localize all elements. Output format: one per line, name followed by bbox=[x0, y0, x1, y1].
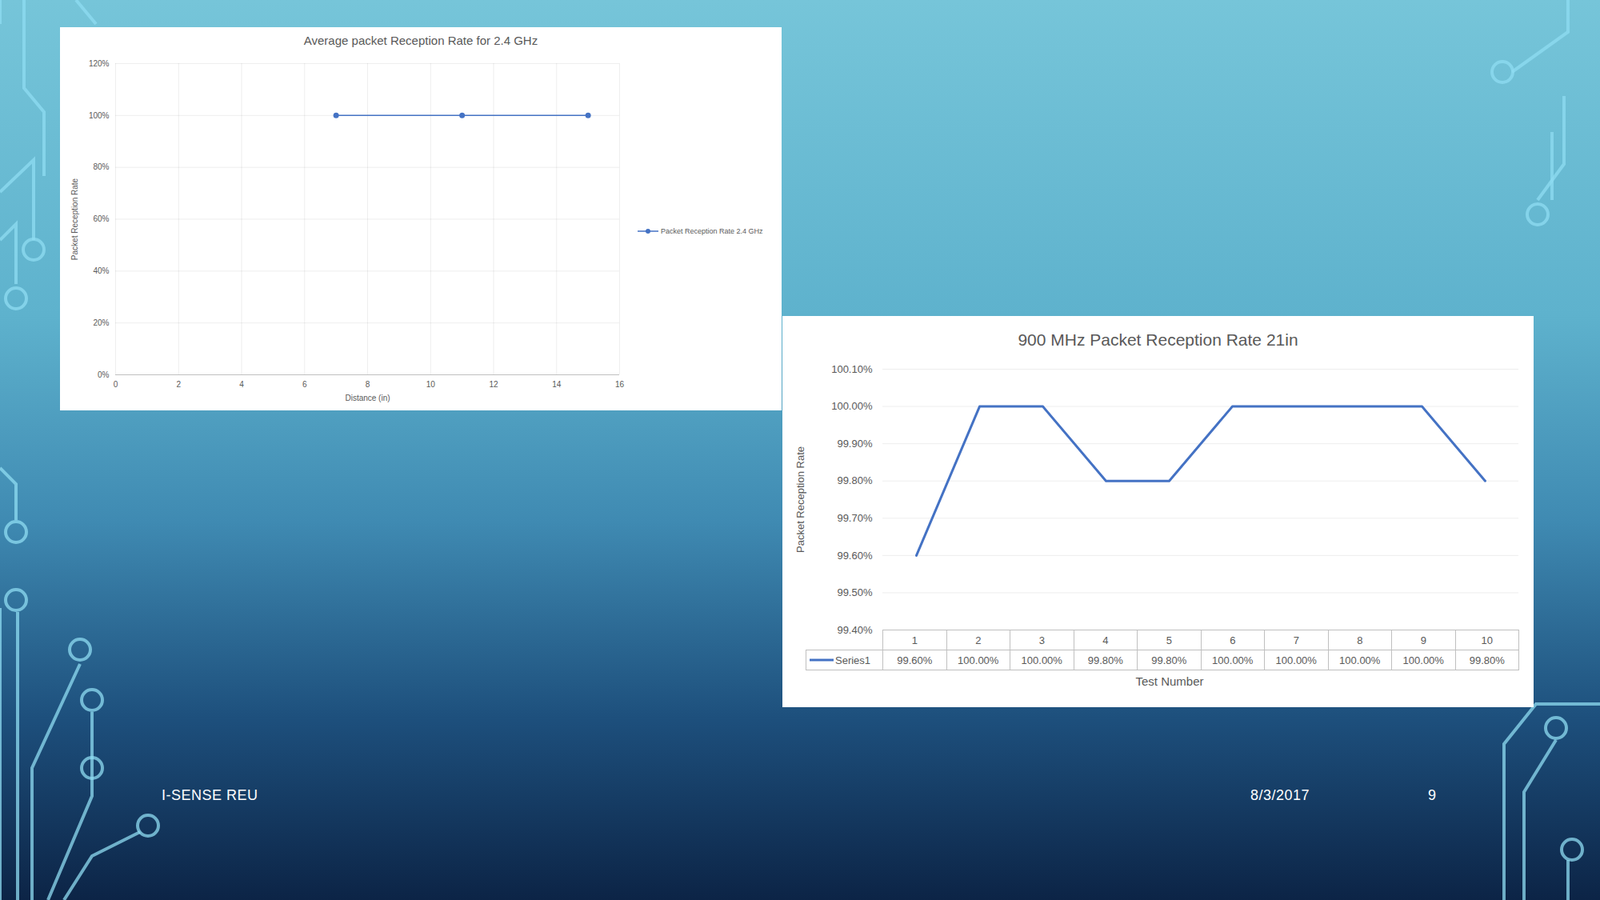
svg-text:12: 12 bbox=[488, 380, 499, 389]
html-text:4: 4 bbox=[1102, 634, 1109, 646]
svg-text:8: 8 bbox=[365, 380, 371, 389]
html-text:900 MHz Packet Reception Rate: 900 MHz Packet Reception Rate 21in bbox=[1017, 330, 1299, 349]
svg-text:0: 0 bbox=[113, 380, 119, 389]
svg-text:6: 6 bbox=[302, 380, 308, 389]
svg-text:80%: 80% bbox=[92, 162, 109, 172]
html-text:8: 8 bbox=[1356, 634, 1363, 646]
svg-text:0%: 0% bbox=[97, 370, 110, 380]
svg-text:99.70%: 99.70% bbox=[836, 512, 873, 524]
html-text:100.00%: 100.00% bbox=[1402, 654, 1444, 666]
html-text:100.00%: 100.00% bbox=[1275, 654, 1317, 666]
svg-text:16: 16 bbox=[615, 380, 625, 389]
svg-text:100.10%: 100.10% bbox=[831, 363, 873, 376]
html-text:99.80%: 99.80% bbox=[1087, 654, 1124, 666]
svg-text:10: 10 bbox=[426, 380, 436, 389]
html-text:100.00%: 100.00% bbox=[957, 654, 999, 666]
svg-text:14: 14 bbox=[552, 380, 562, 389]
svg-text:Packet Reception Rate: Packet Reception Rate bbox=[70, 177, 80, 260]
html-text:Test Number: Test Number bbox=[1135, 674, 1204, 688]
html-text:Packet Reception Rate 2.4 GHz: Packet Reception Rate 2.4 GHz bbox=[660, 227, 763, 236]
html-text:100.00%: 100.00% bbox=[1339, 654, 1381, 666]
html-text:10: 10 bbox=[1481, 634, 1493, 646]
svg-text:100%: 100% bbox=[88, 111, 110, 120]
svg-text:99.60%: 99.60% bbox=[836, 549, 873, 562]
svg-text:120%: 120% bbox=[88, 59, 110, 68]
svg-text:40%: 40% bbox=[92, 266, 109, 276]
svg-text:100.00%: 100.00% bbox=[831, 400, 873, 412]
html-text:99.80%: 99.80% bbox=[1151, 654, 1187, 666]
svg-text:20%: 20% bbox=[92, 318, 109, 328]
html-text:6: 6 bbox=[1229, 634, 1236, 646]
html-text:2: 2 bbox=[975, 634, 982, 646]
html-text:7: 7 bbox=[1293, 634, 1300, 646]
html-text:9: 9 bbox=[1420, 634, 1427, 646]
html-text:99.80%: 99.80% bbox=[1469, 654, 1505, 666]
html-text:5: 5 bbox=[1166, 634, 1172, 646]
html-text:100.00%: 100.00% bbox=[1212, 654, 1254, 666]
html-text:99.60%: 99.60% bbox=[896, 654, 933, 666]
html-text:I-SENSE REU: I-SENSE REU bbox=[161, 787, 258, 804]
svg-text:2: 2 bbox=[176, 380, 181, 389]
svg-text:99.80%: 99.80% bbox=[836, 474, 873, 487]
svg-text:99.50%: 99.50% bbox=[836, 586, 873, 599]
svg-text:60%: 60% bbox=[92, 214, 109, 224]
svg-text:99.90%: 99.90% bbox=[836, 437, 873, 450]
svg-text:Packet Reception Rate: Packet Reception Rate bbox=[794, 446, 807, 553]
html-text:Series1: Series1 bbox=[835, 654, 871, 666]
html-text:9: 9 bbox=[1428, 787, 1437, 804]
svg-text:99.40%: 99.40% bbox=[836, 624, 873, 636]
html-text:1: 1 bbox=[911, 634, 918, 646]
html-text:3: 3 bbox=[1038, 634, 1045, 646]
html-text:100.00%: 100.00% bbox=[1021, 654, 1063, 666]
svg-text:Distance (in): Distance (in) bbox=[344, 393, 390, 403]
html-text:Average packet Reception Rate: Average packet Reception Rate for 2.4 GH… bbox=[303, 33, 538, 48]
html-text:8/3/2017: 8/3/2017 bbox=[1250, 787, 1310, 804]
svg-text:4: 4 bbox=[239, 380, 244, 389]
